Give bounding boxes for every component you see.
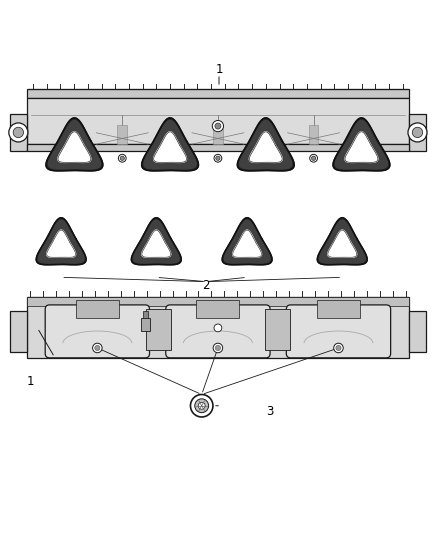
Circle shape (120, 156, 124, 160)
Circle shape (215, 345, 220, 351)
Polygon shape (240, 120, 292, 169)
Polygon shape (38, 220, 84, 263)
Circle shape (191, 394, 213, 417)
Polygon shape (46, 118, 103, 171)
Bar (27, 297, 409, 358)
FancyBboxPatch shape (166, 305, 270, 358)
FancyBboxPatch shape (286, 305, 391, 358)
Circle shape (408, 123, 427, 142)
FancyBboxPatch shape (45, 305, 149, 358)
Bar (76, 300, 119, 318)
Circle shape (215, 123, 221, 129)
Circle shape (311, 156, 316, 160)
Polygon shape (233, 230, 261, 257)
Polygon shape (222, 218, 272, 265)
Circle shape (95, 345, 100, 351)
Circle shape (92, 343, 102, 353)
Polygon shape (131, 218, 181, 265)
Circle shape (334, 343, 343, 353)
Circle shape (195, 399, 208, 413)
Polygon shape (249, 132, 282, 163)
Bar (317, 300, 360, 318)
Polygon shape (154, 132, 187, 163)
Polygon shape (134, 220, 179, 263)
Circle shape (310, 155, 318, 162)
Polygon shape (36, 218, 86, 265)
Polygon shape (142, 118, 198, 171)
Polygon shape (318, 218, 367, 265)
Bar (196, 300, 240, 318)
Circle shape (9, 123, 28, 142)
Bar (27, 89, 409, 98)
Bar (27, 297, 409, 306)
Polygon shape (142, 230, 171, 257)
Bar (117, 125, 127, 144)
Text: 1: 1 (27, 375, 35, 387)
Polygon shape (237, 118, 294, 171)
Bar (409, 114, 426, 151)
Circle shape (213, 343, 223, 353)
Circle shape (336, 345, 341, 351)
Bar (265, 309, 290, 350)
Polygon shape (345, 132, 378, 163)
Bar (27, 144, 409, 151)
Polygon shape (48, 120, 100, 169)
Circle shape (13, 127, 24, 138)
Polygon shape (336, 120, 388, 169)
Text: 3: 3 (267, 405, 274, 418)
Bar (146, 309, 171, 350)
Text: 2: 2 (202, 279, 210, 293)
Bar (143, 311, 148, 318)
Bar (309, 125, 318, 144)
Polygon shape (224, 220, 270, 263)
Polygon shape (144, 120, 196, 169)
Circle shape (214, 324, 222, 332)
Bar (409, 311, 426, 352)
Circle shape (212, 120, 223, 132)
Bar (10, 311, 27, 352)
Polygon shape (333, 118, 390, 171)
Bar (10, 114, 27, 151)
Circle shape (412, 127, 423, 138)
Circle shape (214, 155, 222, 162)
Bar (213, 125, 223, 144)
Circle shape (198, 402, 205, 409)
Circle shape (216, 156, 220, 160)
Text: 1: 1 (215, 63, 223, 76)
Circle shape (118, 155, 126, 162)
Polygon shape (319, 220, 365, 263)
Bar (141, 318, 149, 332)
Polygon shape (47, 230, 76, 257)
Bar (27, 98, 409, 144)
Polygon shape (328, 230, 357, 257)
Polygon shape (58, 132, 91, 163)
